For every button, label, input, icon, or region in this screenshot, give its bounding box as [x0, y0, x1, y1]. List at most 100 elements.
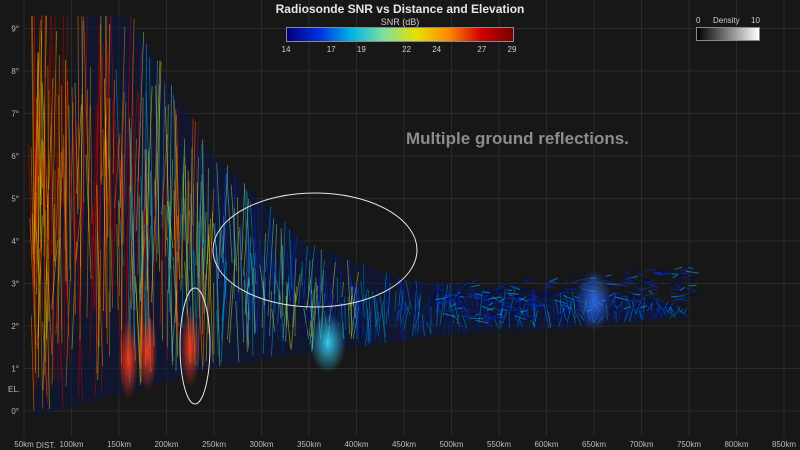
colorbar-tick: 24 [432, 45, 442, 54]
signal-trace [149, 57, 154, 262]
signal-trace [446, 304, 450, 318]
x-tick-label: 300km [249, 440, 273, 449]
signal-trace [213, 223, 219, 268]
signal-trace [456, 313, 460, 325]
signal-trace [289, 242, 296, 281]
signal-trace [75, 203, 82, 263]
signal-trace [514, 300, 520, 304]
signal-trace [161, 260, 164, 341]
annotation-text: Multiple ground reflections. [406, 129, 629, 148]
signal-trace [653, 273, 667, 276]
signal-trace [50, 124, 55, 262]
signal-trace [131, 138, 137, 309]
signal-trace [565, 306, 573, 311]
signal-trace [107, 15, 112, 171]
signal-trace [263, 276, 266, 354]
signal-trace [648, 305, 655, 319]
signal-trace [524, 279, 530, 283]
signal-trace [552, 295, 555, 321]
signal-trace [674, 311, 676, 319]
signal-trace [435, 313, 439, 326]
signal-trace [270, 271, 277, 357]
signal-trace [381, 314, 386, 344]
signal-trace [673, 281, 681, 284]
signal-trace [623, 312, 629, 319]
signal-trace [164, 204, 167, 257]
signal-trace [491, 316, 498, 320]
signal-trace [649, 302, 653, 317]
signal-trace [355, 282, 360, 302]
signal-trace [646, 282, 658, 288]
signal-trace [363, 326, 370, 345]
signal-trace [639, 309, 645, 320]
signal-trace [76, 217, 83, 401]
signal-trace [484, 288, 489, 307]
signal-trace [414, 291, 417, 308]
y-tick-label: 0° [11, 407, 19, 416]
signal-trace [663, 305, 667, 313]
x-tick-label: 200km [154, 440, 178, 449]
signal-trace [613, 301, 617, 313]
signal-trace [309, 245, 316, 289]
signal-trace [416, 285, 422, 317]
signal-trace [113, 129, 119, 227]
signal-trace [83, 16, 89, 183]
signal-trace [407, 310, 410, 323]
signal-trace [443, 294, 454, 298]
signal-trace [385, 272, 391, 304]
signal-trace [337, 268, 342, 327]
signal-trace [481, 305, 493, 311]
signal-trace [181, 274, 184, 329]
signal-trace [458, 309, 471, 313]
signal-trace [43, 15, 46, 257]
signal-trace [392, 311, 398, 331]
signal-trace [33, 20, 41, 245]
signal-trace [66, 281, 71, 363]
signal-trace [89, 206, 96, 308]
signal-trace [638, 310, 643, 321]
signal-trace [278, 294, 282, 319]
signal-trace [620, 294, 624, 314]
x-tick-label: 250km [202, 440, 226, 449]
signal-trace [507, 289, 513, 292]
signal-trace [670, 308, 674, 317]
signal-trace [494, 301, 501, 317]
signal-trace [125, 15, 132, 217]
signal-trace [543, 312, 546, 329]
signal-trace [403, 300, 411, 330]
signal-trace [564, 300, 568, 319]
signal-trace [680, 282, 687, 287]
signal-trace [674, 297, 688, 302]
signal-trace [115, 120, 120, 182]
signal-trace [451, 306, 462, 312]
x-tick-label: 600km [534, 440, 558, 449]
x-tick-label: 650km [582, 440, 606, 449]
signal-trace [533, 303, 538, 320]
signal-trace [510, 311, 516, 313]
signal-trace [618, 301, 623, 308]
signal-trace [188, 116, 194, 260]
y-tick-label: 1° [11, 365, 19, 374]
signal-trace [397, 310, 399, 321]
signal-trace [63, 196, 67, 356]
signal-trace [383, 308, 386, 325]
signal-trace [499, 290, 510, 294]
signal-trace [673, 311, 676, 319]
signal-trace [118, 199, 124, 266]
signal-trace [36, 233, 43, 349]
x-tick-label: 400km [344, 440, 368, 449]
signal-trace [129, 18, 135, 193]
signal-trace [399, 290, 404, 321]
signal-trace [422, 315, 427, 327]
signal-trace [522, 276, 532, 282]
signal-trace [678, 308, 685, 315]
signal-trace [246, 229, 248, 304]
signal-trace [545, 304, 552, 327]
signal-trace [656, 306, 663, 318]
signal-trace [375, 296, 381, 331]
signal-trace [398, 289, 402, 306]
signal-trace [249, 191, 256, 277]
signal-trace [466, 293, 479, 298]
signal-trace [474, 313, 480, 316]
